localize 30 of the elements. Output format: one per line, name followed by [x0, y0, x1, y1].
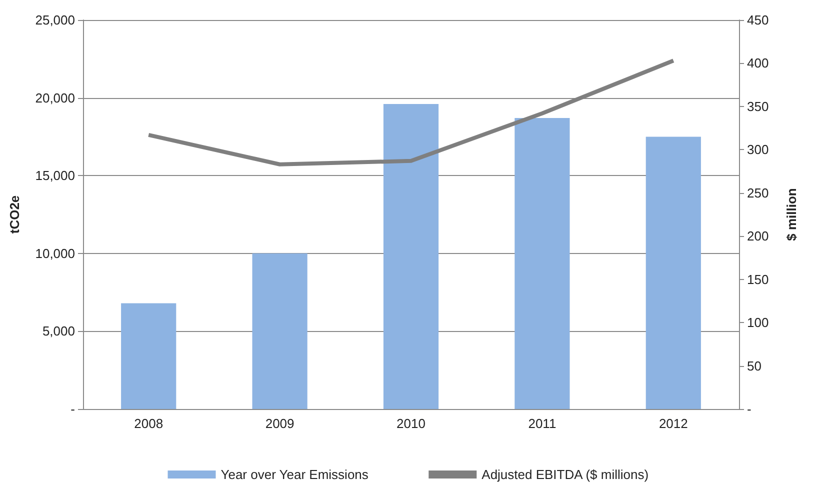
legend-label: Year over Year Emissions: [220, 467, 369, 482]
bar: [121, 303, 176, 409]
bar: [646, 136, 701, 409]
y-tick-label: 5,000: [42, 324, 75, 339]
y2-tick-label: 50: [747, 358, 762, 374]
y2-tick-label: 200: [747, 228, 769, 244]
x-tick-label: 2012: [658, 416, 688, 431]
y-tick-label: -: [70, 402, 75, 416]
y2-tick-label: 450: [747, 12, 769, 28]
y2-tick-label: 100: [747, 315, 769, 330]
y2-tick-label: 300: [747, 142, 769, 158]
bar: [252, 253, 308, 409]
bar: [514, 118, 570, 409]
x-tick-label: 2009: [265, 416, 294, 431]
bar: [383, 104, 439, 409]
y-tick-label: 10,000: [35, 246, 75, 261]
y-tick-label: 25,000: [35, 12, 75, 28]
legend-label: Adjusted EBITDA ($ millions): [482, 467, 649, 482]
y2-tick-label: 400: [747, 56, 769, 71]
x-tick-label: 2011: [528, 416, 556, 431]
y2-tick-label: 350: [747, 98, 769, 114]
y-axis-title: tCO2e: [7, 195, 22, 234]
y2-tick-label: 150: [747, 272, 769, 287]
y-tick-label: 15,000: [35, 168, 75, 184]
x-tick-label: 2010: [396, 416, 426, 431]
x-tick-label: 2008: [134, 416, 164, 431]
y2-axis-title: $ million: [784, 188, 799, 241]
y2-tick-label: 250: [747, 185, 769, 200]
y2-tick-label: -: [747, 402, 752, 416]
y-tick-label: 20,000: [35, 90, 75, 106]
